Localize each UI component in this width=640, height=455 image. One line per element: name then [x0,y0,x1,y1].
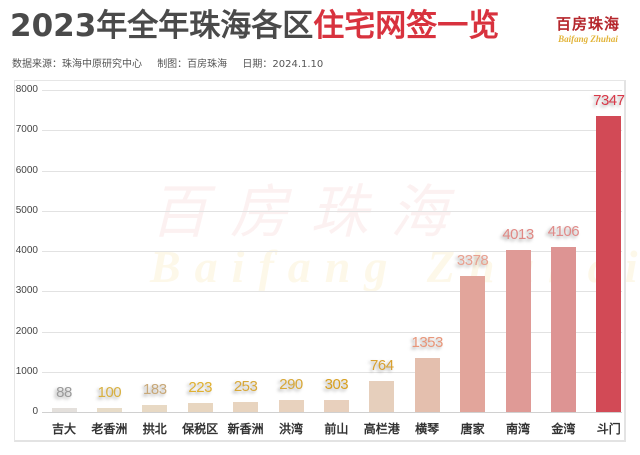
x-category-label: 金湾 [551,422,576,436]
bar [96,407,122,412]
gridline [42,210,622,212]
value-label: 4013 [502,226,534,244]
gridline [42,412,622,413]
x-category-label: 拱北 [142,422,167,436]
gridline [42,90,622,91]
value-label: 253 [233,377,258,395]
y-tick-label: 3000 [15,285,38,297]
value-label: 88 [56,384,72,402]
x-category-label: 保税区 [182,422,219,436]
gridline [42,331,622,333]
x-category-label: 斗门 [596,422,621,436]
y-tick-label: 6000 [15,164,38,176]
y-tick-label: 2000 [15,325,38,337]
value-label: 223 [188,379,212,397]
y-tick-label: 1000 [15,365,38,377]
value-label: 290 [279,376,303,394]
bar [323,399,349,412]
x-category-label: 老香洲 [91,422,128,436]
title-red-part: 住宅网签一览 [313,8,500,44]
y-tick-label: 8000 [15,84,38,95]
chart-date: 日期：2024.1.10 [242,59,324,70]
bar [460,276,486,412]
value-label: 3378 [456,252,489,270]
watermark-cn: 百房珠海 [150,178,471,246]
x-category-label: 吉大 [51,422,76,436]
x-category-label: 新香洲 [227,422,264,436]
gridline [42,170,622,172]
value-label: 100 [97,383,122,401]
x-category-label: 高栏港 [363,422,400,436]
bar [233,401,259,412]
data-source: 数据来源：珠海中原研究中心 [12,59,142,70]
bar [414,357,440,412]
chart-maker: 制图：百房珠海 [157,59,228,70]
x-category-label: 唐家 [460,422,485,436]
y-tick-label: 0 [32,406,38,417]
logo-cn: 百房珠海 [555,15,620,33]
brand-logo: 百房珠海 Baifang Zhuhai [548,15,628,45]
value-label: 4106 [547,222,580,240]
gridline [42,130,622,132]
value-label: 183 [143,380,167,398]
value-label: 303 [324,375,349,393]
value-label: 1353 [411,333,444,351]
gridline [42,291,622,293]
chart-frame [14,80,626,442]
bar [596,116,622,412]
value-label: 764 [370,357,394,375]
gridline [42,251,622,252]
x-category-label: 洪湾 [278,422,303,436]
x-category-label: 南湾 [505,422,530,436]
bar [550,246,576,412]
bar [142,404,168,412]
value-label: 7347 [593,92,625,110]
bar [51,408,77,412]
title-dark-part: 2023年全年珠海各区 [10,8,314,44]
y-tick-label: 4000 [15,245,38,256]
y-tick-label: 7000 [15,124,38,136]
x-category-label: 横琴 [415,422,440,436]
x-category-label: 前山 [324,422,349,436]
y-tick-label: 5000 [15,204,38,216]
logo-en: Baifang Zhuhai [558,34,618,44]
bar [187,403,213,412]
page-title: 2023年全年珠海各区住宅网签一览 [10,6,499,46]
bar [369,381,395,412]
bar [505,250,531,412]
subtitle: 数据来源：珠海中原研究中心 制图：百房珠海 日期：2024.1.10 [12,55,335,70]
bar [278,400,304,412]
gridline [42,371,622,373]
